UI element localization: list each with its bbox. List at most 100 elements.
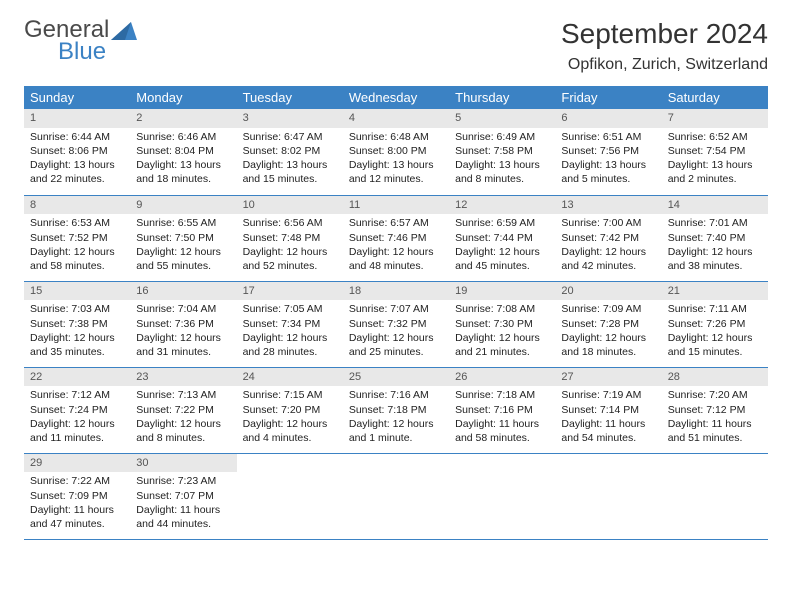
- day-number: 29: [24, 454, 130, 473]
- title-block: September 2024 Opfikon, Zurich, Switzerl…: [561, 18, 768, 74]
- sunrise-text: Sunrise: 7:18 AM: [455, 388, 549, 402]
- day-details: Sunrise: 6:56 AMSunset: 7:48 PMDaylight:…: [237, 214, 343, 277]
- logo: General Blue: [24, 18, 137, 64]
- daylight-text: and 12 minutes.: [349, 172, 443, 186]
- daylight-text: Daylight: 12 hours: [30, 331, 124, 345]
- daylight-text: Daylight: 13 hours: [561, 158, 655, 172]
- calendar-cell: 20Sunrise: 7:09 AMSunset: 7:28 PMDayligh…: [555, 281, 661, 367]
- day-number: 12: [449, 196, 555, 215]
- day-number: 23: [130, 368, 236, 387]
- day-details: Sunrise: 6:52 AMSunset: 7:54 PMDaylight:…: [662, 128, 768, 191]
- sunset-text: Sunset: 7:36 PM: [136, 317, 230, 331]
- daylight-text: and 52 minutes.: [243, 259, 337, 273]
- daylight-text: Daylight: 12 hours: [136, 417, 230, 431]
- day-number: 1: [24, 109, 130, 128]
- daylight-text: Daylight: 12 hours: [561, 245, 655, 259]
- sunrise-text: Sunrise: 7:23 AM: [136, 474, 230, 488]
- day-number: 6: [555, 109, 661, 128]
- calendar-week-row: 15Sunrise: 7:03 AMSunset: 7:38 PMDayligh…: [24, 281, 768, 367]
- daylight-text: and 4 minutes.: [243, 431, 337, 445]
- calendar-cell: 14Sunrise: 7:01 AMSunset: 7:40 PMDayligh…: [662, 195, 768, 281]
- day-number: 14: [662, 196, 768, 215]
- sunset-text: Sunset: 7:07 PM: [136, 489, 230, 503]
- daylight-text: Daylight: 11 hours: [455, 417, 549, 431]
- sunrise-text: Sunrise: 6:46 AM: [136, 130, 230, 144]
- day-number: 25: [343, 368, 449, 387]
- calendar-cell: 9Sunrise: 6:55 AMSunset: 7:50 PMDaylight…: [130, 195, 236, 281]
- daylight-text: and 22 minutes.: [30, 172, 124, 186]
- sunset-text: Sunset: 8:04 PM: [136, 144, 230, 158]
- calendar-cell: 18Sunrise: 7:07 AMSunset: 7:32 PMDayligh…: [343, 281, 449, 367]
- sunset-text: Sunset: 7:26 PM: [668, 317, 762, 331]
- calendar-cell: 16Sunrise: 7:04 AMSunset: 7:36 PMDayligh…: [130, 281, 236, 367]
- daylight-text: Daylight: 11 hours: [668, 417, 762, 431]
- daylight-text: Daylight: 12 hours: [561, 331, 655, 345]
- sunset-text: Sunset: 7:48 PM: [243, 231, 337, 245]
- day-details: Sunrise: 6:49 AMSunset: 7:58 PMDaylight:…: [449, 128, 555, 191]
- daylight-text: Daylight: 12 hours: [136, 331, 230, 345]
- calendar-cell: 15Sunrise: 7:03 AMSunset: 7:38 PMDayligh…: [24, 281, 130, 367]
- day-number: 10: [237, 196, 343, 215]
- sunrise-text: Sunrise: 7:08 AM: [455, 302, 549, 316]
- sunset-text: Sunset: 7:30 PM: [455, 317, 549, 331]
- weekday-header: Saturday: [662, 86, 768, 109]
- sunrise-text: Sunrise: 6:56 AM: [243, 216, 337, 230]
- daylight-text: Daylight: 13 hours: [668, 158, 762, 172]
- daylight-text: and 42 minutes.: [561, 259, 655, 273]
- day-number: 9: [130, 196, 236, 215]
- day-details: Sunrise: 7:12 AMSunset: 7:24 PMDaylight:…: [24, 386, 130, 449]
- daylight-text: and 51 minutes.: [668, 431, 762, 445]
- calendar-week-row: 1Sunrise: 6:44 AMSunset: 8:06 PMDaylight…: [24, 109, 768, 195]
- daylight-text: Daylight: 13 hours: [136, 158, 230, 172]
- calendar-cell: [237, 453, 343, 539]
- day-number: 30: [130, 454, 236, 473]
- day-details: Sunrise: 7:09 AMSunset: 7:28 PMDaylight:…: [555, 300, 661, 363]
- daylight-text: and 58 minutes.: [455, 431, 549, 445]
- daylight-text: and 18 minutes.: [136, 172, 230, 186]
- day-details: Sunrise: 7:18 AMSunset: 7:16 PMDaylight:…: [449, 386, 555, 449]
- sunrise-text: Sunrise: 6:51 AM: [561, 130, 655, 144]
- calendar-cell: [449, 453, 555, 539]
- sunrise-text: Sunrise: 7:13 AM: [136, 388, 230, 402]
- daylight-text: Daylight: 12 hours: [243, 417, 337, 431]
- calendar-cell: 26Sunrise: 7:18 AMSunset: 7:16 PMDayligh…: [449, 367, 555, 453]
- logo-triangle-icon: [111, 22, 137, 42]
- sunset-text: Sunset: 7:20 PM: [243, 403, 337, 417]
- calendar-week-row: 8Sunrise: 6:53 AMSunset: 7:52 PMDaylight…: [24, 195, 768, 281]
- day-number: 13: [555, 196, 661, 215]
- sunrise-text: Sunrise: 7:00 AM: [561, 216, 655, 230]
- sunset-text: Sunset: 7:22 PM: [136, 403, 230, 417]
- calendar-cell: [555, 453, 661, 539]
- day-details: Sunrise: 7:11 AMSunset: 7:26 PMDaylight:…: [662, 300, 768, 363]
- sunrise-text: Sunrise: 7:19 AM: [561, 388, 655, 402]
- day-details: Sunrise: 6:53 AMSunset: 7:52 PMDaylight:…: [24, 214, 130, 277]
- daylight-text: Daylight: 13 hours: [30, 158, 124, 172]
- sunrise-text: Sunrise: 7:15 AM: [243, 388, 337, 402]
- calendar-cell: [662, 453, 768, 539]
- day-details: Sunrise: 6:47 AMSunset: 8:02 PMDaylight:…: [237, 128, 343, 191]
- month-title: September 2024: [561, 18, 768, 50]
- day-number: 8: [24, 196, 130, 215]
- daylight-text: and 1 minute.: [349, 431, 443, 445]
- day-number: 20: [555, 282, 661, 301]
- daylight-text: and 28 minutes.: [243, 345, 337, 359]
- daylight-text: Daylight: 11 hours: [136, 503, 230, 517]
- daylight-text: Daylight: 12 hours: [243, 245, 337, 259]
- day-details: Sunrise: 7:07 AMSunset: 7:32 PMDaylight:…: [343, 300, 449, 363]
- sunrise-text: Sunrise: 7:05 AM: [243, 302, 337, 316]
- sunset-text: Sunset: 7:46 PM: [349, 231, 443, 245]
- calendar-cell: 7Sunrise: 6:52 AMSunset: 7:54 PMDaylight…: [662, 109, 768, 195]
- day-details: Sunrise: 7:22 AMSunset: 7:09 PMDaylight:…: [24, 472, 130, 535]
- sunrise-text: Sunrise: 7:09 AM: [561, 302, 655, 316]
- sunset-text: Sunset: 7:56 PM: [561, 144, 655, 158]
- weekday-header: Friday: [555, 86, 661, 109]
- sunset-text: Sunset: 8:06 PM: [30, 144, 124, 158]
- sunset-text: Sunset: 7:16 PM: [455, 403, 549, 417]
- daylight-text: and 8 minutes.: [136, 431, 230, 445]
- day-details: Sunrise: 7:03 AMSunset: 7:38 PMDaylight:…: [24, 300, 130, 363]
- calendar-cell: 27Sunrise: 7:19 AMSunset: 7:14 PMDayligh…: [555, 367, 661, 453]
- calendar-cell: 25Sunrise: 7:16 AMSunset: 7:18 PMDayligh…: [343, 367, 449, 453]
- day-details: Sunrise: 7:23 AMSunset: 7:07 PMDaylight:…: [130, 472, 236, 535]
- daylight-text: Daylight: 12 hours: [455, 331, 549, 345]
- day-details: Sunrise: 7:15 AMSunset: 7:20 PMDaylight:…: [237, 386, 343, 449]
